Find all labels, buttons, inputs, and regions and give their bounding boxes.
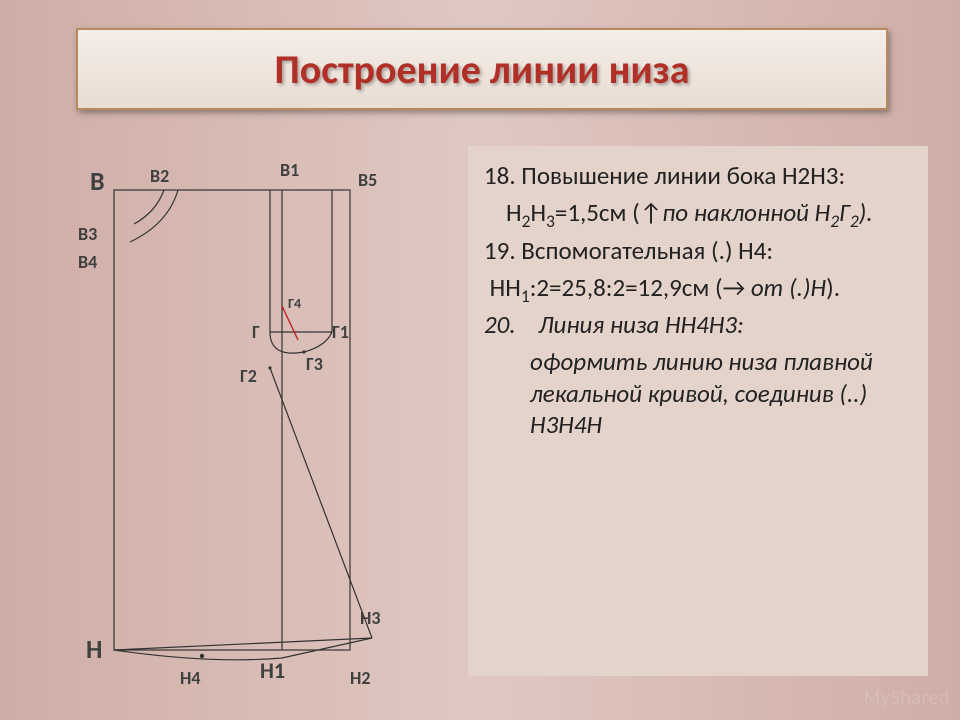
point-h4 — [200, 654, 204, 658]
point-labels: В В2 В1 В5 В3 В4 Г Г1 Г4 Г2 Г3 Н Н4 Н1 Н2 Н3 — [78, 159, 380, 689]
side-seam — [270, 368, 372, 638]
label-g2: Г2 — [240, 365, 257, 387]
label-v5: В5 — [358, 169, 377, 191]
label-h: Н — [86, 633, 102, 665]
slide: Построение линии низа — [0, 0, 960, 720]
label-h3: Н3 — [360, 607, 380, 629]
label-v4: В4 — [78, 251, 97, 273]
label-v: В — [90, 165, 105, 197]
label-g3: Г3 — [306, 353, 323, 375]
diagram-svg: В В2 В1 В5 В3 В4 Г Г1 Г4 Г2 Г3 Н Н4 Н1 Н2 Н3 — [60, 140, 460, 700]
label-v3: В3 — [78, 223, 97, 245]
line-19: 19. Вспомогательная (.) Н4: — [484, 235, 912, 266]
instructions-box: 18. Повышение линии бока Н2Н3: Н2Н3=1,5с… — [468, 146, 928, 676]
outline-rect — [114, 190, 350, 650]
hem-straight — [114, 638, 372, 650]
neck-arc-1 — [134, 190, 164, 224]
line-18: 18. Повышение линии бока Н2Н3: — [484, 160, 912, 191]
neck-arc-2 — [130, 190, 178, 242]
label-h4: Н4 — [180, 667, 200, 689]
title-box: Построение линии низа — [76, 28, 888, 110]
watermark: MyShared — [863, 686, 950, 710]
hem-curve — [114, 638, 372, 660]
title-text: Построение линии низа — [275, 45, 690, 94]
label-h1: Н1 — [260, 657, 285, 684]
label-h2: Н2 — [350, 667, 370, 689]
label-v2: В2 — [150, 165, 169, 187]
label-v1: В1 — [280, 159, 299, 181]
point-g2 — [268, 366, 271, 369]
diagram: В В2 В1 В5 В3 В4 Г Г1 Г4 Г2 Г3 Н Н4 Н1 Н2 Н3 — [60, 140, 460, 700]
label-g4: Г4 — [288, 295, 301, 312]
label-g1: Г1 — [332, 321, 349, 343]
line-20: 20. Линия низа НН4Н3: — [484, 309, 912, 340]
line-20a: оформить линию низа плавной лекальной кр… — [484, 346, 912, 440]
label-g: Г — [252, 321, 260, 343]
armhole-curve — [270, 332, 332, 353]
line-18a: Н2Н3=1,5см (↑по наклонной Н2Г2). — [484, 197, 912, 228]
line-19a: НН1:2=25,8:2=12,9см (→ от (.)Н). — [484, 272, 912, 303]
